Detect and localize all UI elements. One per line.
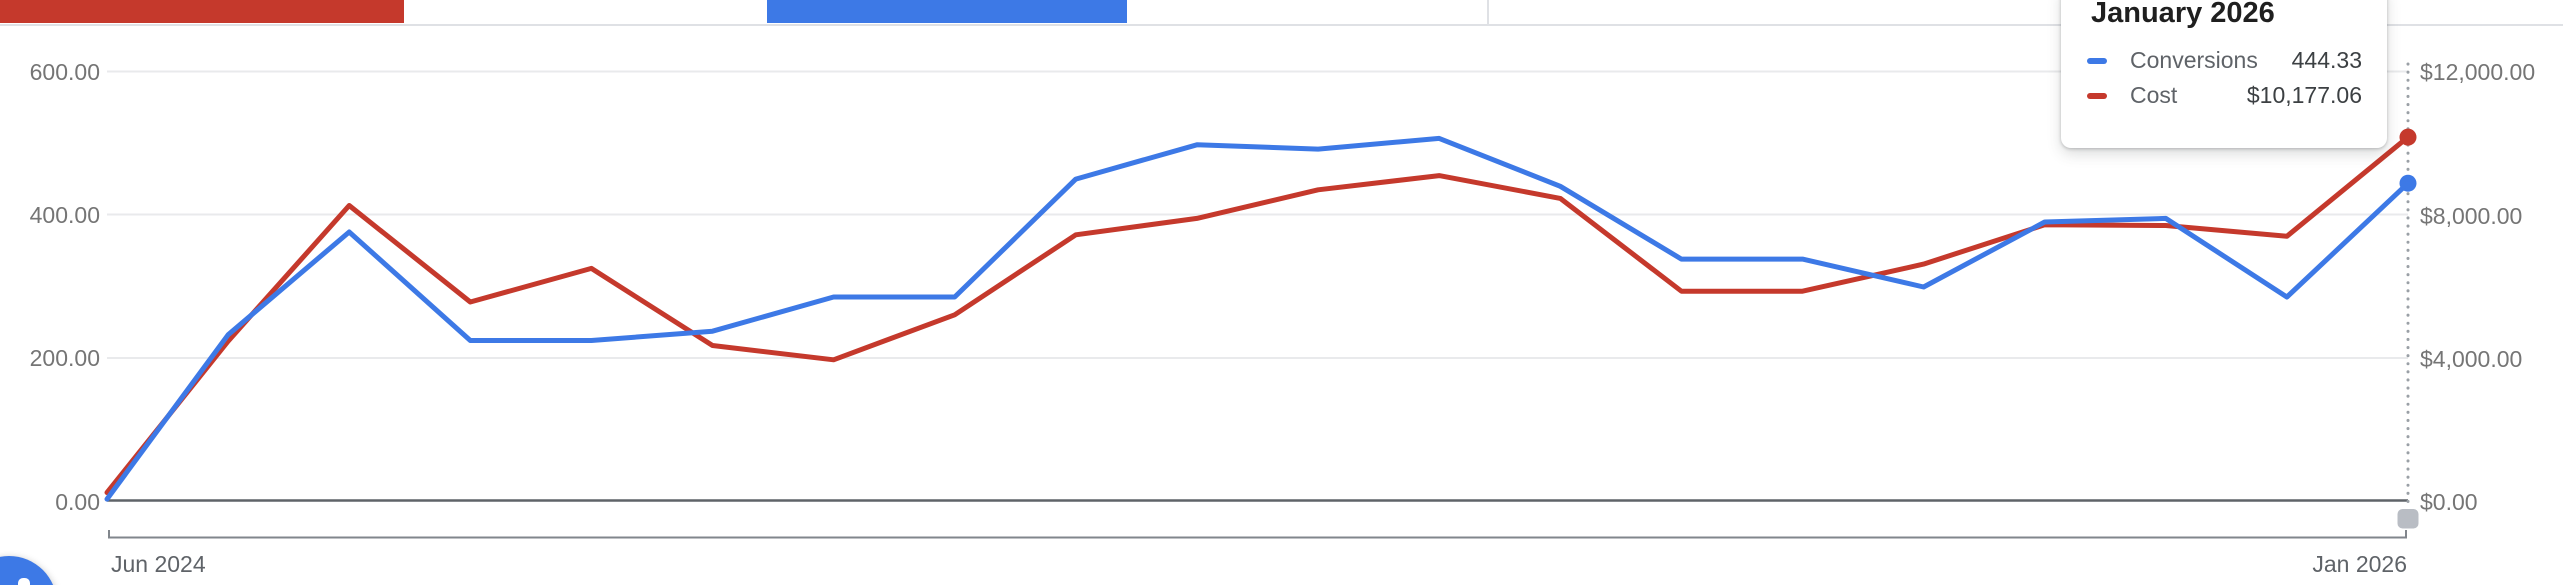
- tooltip-series-label: Conversions: [2130, 47, 2258, 73]
- tooltip-series-value: 444.33: [2291, 47, 2362, 73]
- cost-line: [104, 134, 2411, 496]
- tooltip-series-label: Cost: [2130, 82, 2178, 108]
- left-axis-tick: 0.00: [55, 489, 100, 515]
- fab-plus-icon: [18, 578, 30, 585]
- hover-tooltip: January 2026 Conversions 444.33 Cost $10…: [2061, 0, 2387, 148]
- tooltip-row-cost: Cost $10,177.06: [2087, 78, 2362, 113]
- x-axis-end-label: Jan 2026: [2312, 551, 2407, 577]
- tooltip-title: January 2026: [2091, 0, 2275, 29]
- table-bottom-border: [0, 24, 2563, 26]
- right-axis-tick: $12,000.00: [2420, 59, 2536, 85]
- cost-legend-dash-icon: [2087, 92, 2107, 99]
- conversions-legend-dash-icon: [2087, 57, 2107, 64]
- conversions-point-marker: [2399, 174, 2417, 192]
- tooltip-series-value: $10,177.06: [2246, 82, 2362, 108]
- tooltip-legend: Conversions 444.33 Cost $10,177.06: [2087, 43, 2362, 113]
- right-axis-tick: $0.00: [2420, 489, 2478, 515]
- right-axis-tick: $8,000.00: [2420, 203, 2523, 229]
- left-axis-tick: 200.00: [29, 345, 100, 371]
- column-separator: [1487, 0, 1489, 24]
- campaign-color-bar-red: [0, 0, 404, 23]
- left-axis-tick: 600.00: [29, 59, 100, 85]
- left-axis-tick: 400.00: [29, 202, 100, 228]
- tooltip-row-conversions: Conversions 444.33: [2087, 43, 2362, 78]
- cost-point-marker: [2399, 128, 2417, 146]
- range-slider-handle[interactable]: [2397, 509, 2419, 529]
- right-axis-tick: $4,000.00: [2420, 346, 2523, 372]
- campaign-color-bar-blue: [767, 0, 1127, 23]
- x-axis-start-label: Jun 2024: [111, 551, 206, 577]
- conversions-line: [104, 135, 2411, 502]
